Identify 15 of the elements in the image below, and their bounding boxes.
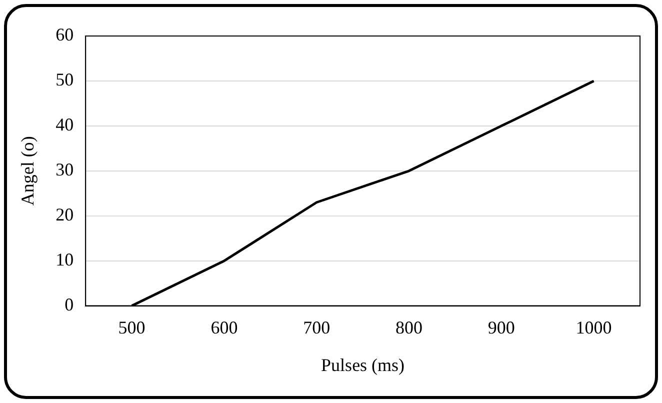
x-tick-label: 1000 <box>576 317 612 338</box>
x-tick-label: 900 <box>488 317 515 338</box>
y-tick-label: 20 <box>56 204 74 225</box>
y-tick-label: 30 <box>56 160 74 180</box>
y-tick-label: 60 <box>56 24 74 45</box>
x-tick-label: 600 <box>210 317 238 338</box>
x-axis-title: Pulses (ms) <box>321 354 405 375</box>
y-tick-label: 50 <box>56 70 74 90</box>
x-tick-label: 700 <box>303 317 330 338</box>
y-tick-label: 0 <box>64 294 74 315</box>
y-axis-title: Angel (o) <box>18 136 38 206</box>
x-tick-label: 800 <box>396 317 422 338</box>
x-tick-label: 500 <box>118 317 146 338</box>
y-tick-label: 10 <box>56 250 74 270</box>
y-tick-label: 40 <box>56 114 74 135</box>
